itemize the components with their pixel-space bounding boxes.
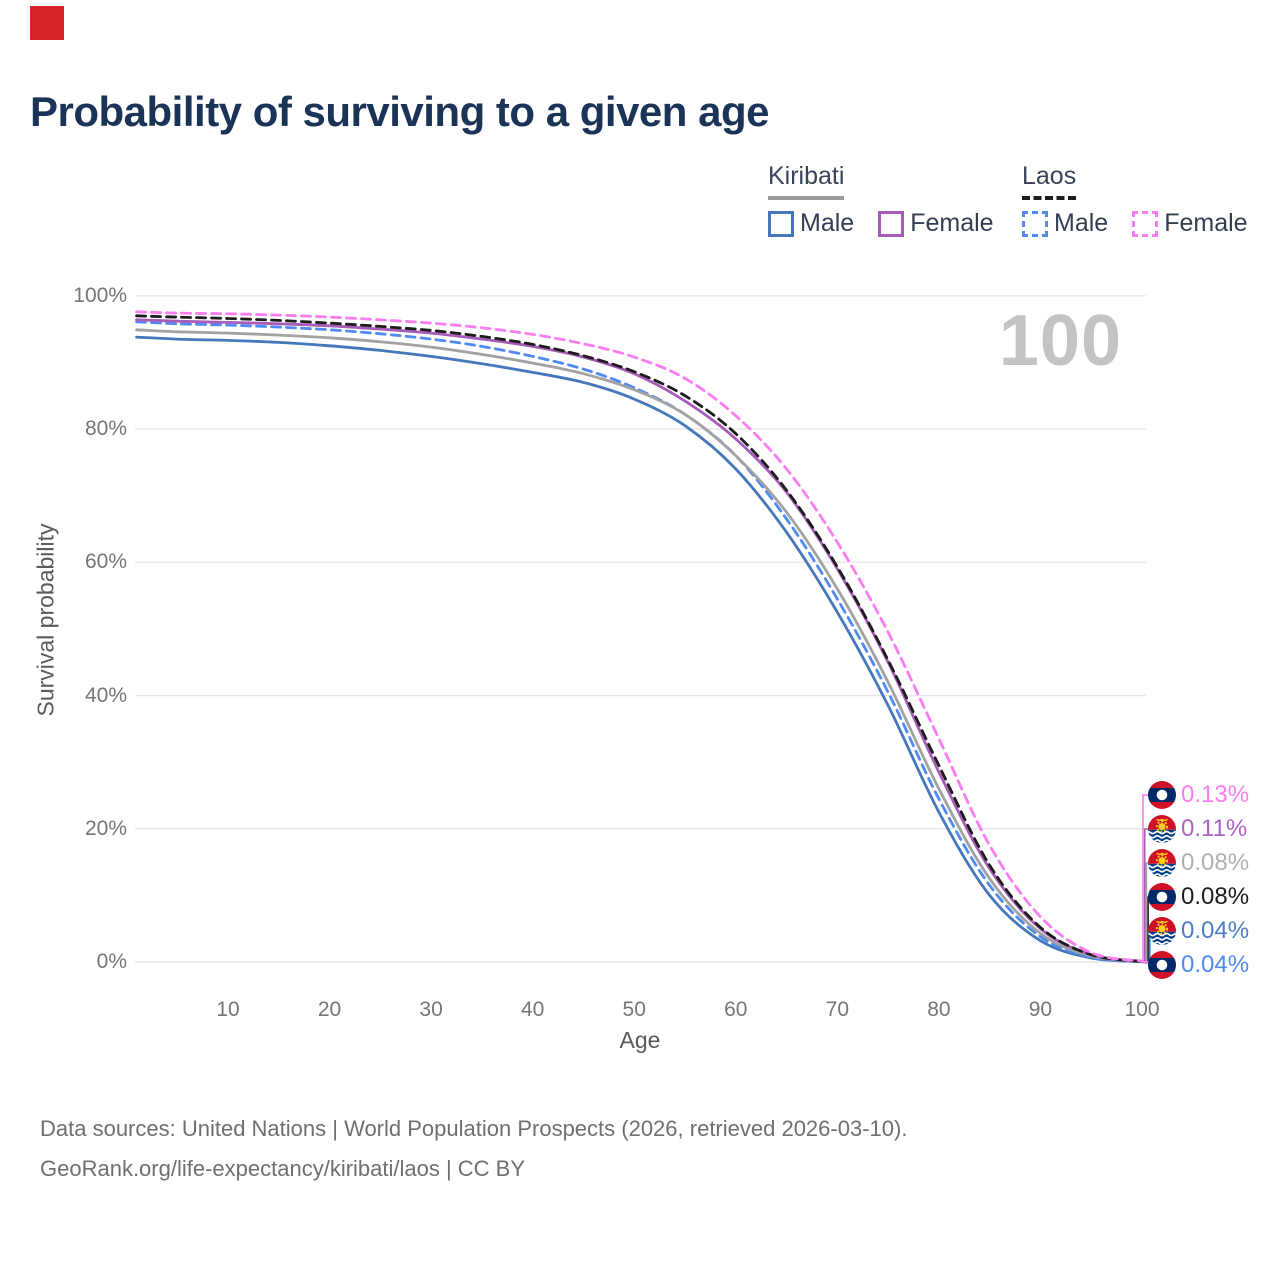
kiribati-flag-icon [1148, 849, 1176, 877]
legend-group-laos: Laos Male Female [1022, 162, 1248, 238]
series-line-kiribati-male [135, 335, 1149, 964]
end-label-value: 0.08% [1181, 849, 1250, 876]
legend-item-laos-male[interactable]: Male [1022, 209, 1108, 238]
x-tick-label-10: 10 [216, 998, 240, 1021]
y-tick-label-80: 80% [84, 417, 127, 441]
laos-flag-icon [1148, 781, 1176, 809]
y-tick-label-60: 60% [84, 550, 127, 574]
legend-item-kiribati-male[interactable]: Male [768, 209, 854, 238]
series-line-kiribati-female [135, 318, 1149, 964]
annotation-rectangle [30, 6, 64, 40]
footer: Data sources: United Nations | World Pop… [40, 1109, 907, 1189]
x-tick-label-20: 20 [317, 998, 342, 1021]
laos-flag-icon [1148, 883, 1176, 911]
end-label-laos-female: 0.13% [1148, 781, 1249, 809]
legend-swatch-laos-female [1132, 210, 1159, 237]
legend-swatch-kiribati-female [878, 210, 905, 237]
legend-title-kiribati: Kiribati [768, 162, 845, 200]
end-label-laos-male: 0.04% [1148, 951, 1249, 979]
x-tick-label-60: 60 [724, 998, 748, 1021]
series-line-laos-female [135, 310, 1149, 964]
legend-group-kiribati: Kiribati Male Female [768, 162, 994, 238]
kiribati-flag-icon [1148, 815, 1176, 843]
end-label-value: 0.11% [1181, 815, 1248, 842]
page-title: Probability of surviving to a given age [30, 88, 769, 135]
end-label-leader-laos-female [1142, 794, 1149, 961]
x-tick-label-100: 100 [1124, 998, 1160, 1021]
legend-label-kiribati-female: Female [910, 209, 994, 237]
legend-item-laos-female[interactable]: Female [1132, 209, 1248, 238]
legend-swatch-laos-male [1022, 210, 1048, 237]
x-tick-label-50: 50 [622, 998, 646, 1021]
y-tick-label-40: 40% [84, 683, 127, 707]
end-label-leader-kiribati-female [1143, 828, 1149, 961]
age-indicator-watermark: 100 [998, 301, 1122, 381]
end-label-value: 0.13% [1181, 781, 1250, 808]
legend-swatch-kiribati-male [768, 210, 794, 237]
laos-flag-icon [1148, 951, 1176, 979]
legend-title-laos: Laos [1022, 162, 1077, 200]
series-line-laos-male [135, 320, 1149, 964]
end-label-value: 0.04% [1181, 917, 1250, 944]
footer-data-sources: Data sources: United Nations | World Pop… [40, 1116, 908, 1141]
series-line-kiribati-all [135, 328, 1149, 964]
series-line-laos-all [135, 314, 1149, 964]
y-tick-label-100: 100% [73, 283, 127, 307]
legend-item-kiribati-female[interactable]: Female [878, 209, 994, 238]
x-tick-label-30: 30 [419, 998, 443, 1021]
y-axis-title: Survival probability [32, 523, 59, 717]
x-tick-label-80: 80 [927, 998, 951, 1021]
end-label-value: 0.08% [1181, 883, 1250, 910]
end-label-kiribati-female: 0.11% [1148, 815, 1247, 843]
end-label-laos-all: 0.08% [1148, 883, 1249, 911]
end-label-kiribati-male: 0.04% [1148, 917, 1249, 945]
footer-attribution: GeoRank.org/life-expectancy/kiribati/lao… [40, 1156, 526, 1181]
legend-label-laos-male: Male [1054, 209, 1109, 237]
legend-label-kiribati-male: Male [800, 209, 855, 237]
kiribati-flag-icon [1148, 917, 1176, 945]
end-label-kiribati-all: 0.08% [1148, 849, 1249, 877]
x-tick-label-40: 40 [520, 998, 545, 1021]
y-tick-label-20: 20% [84, 816, 127, 840]
x-tick-label-90: 90 [1028, 998, 1053, 1021]
end-label-value: 0.04% [1181, 951, 1250, 978]
x-tick-label-70: 70 [825, 998, 849, 1021]
y-tick-label-0: 0% [96, 950, 127, 973]
legend-label-laos-female: Female [1164, 209, 1248, 237]
x-axis-title: Age [619, 1027, 661, 1053]
